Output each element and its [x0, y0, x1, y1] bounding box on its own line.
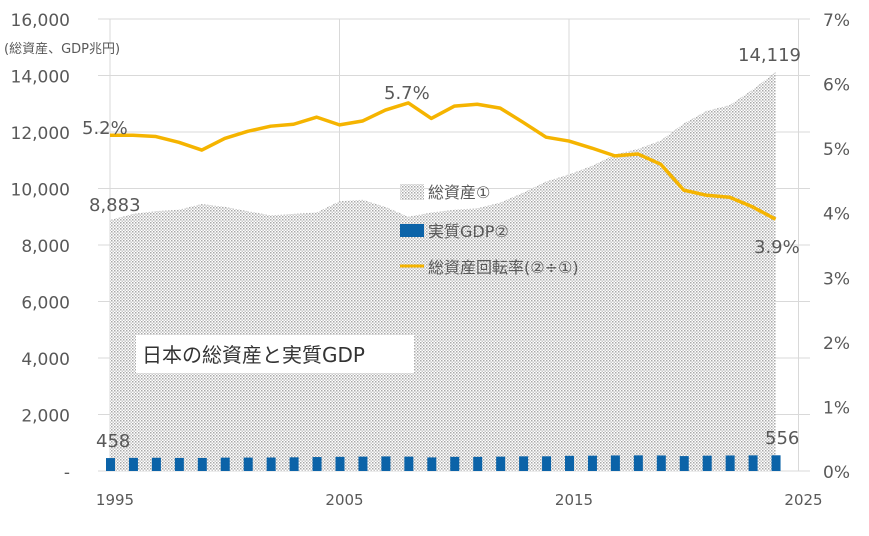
- y-left-tick: 8,000: [21, 237, 70, 257]
- legend-swatch-gdp: [400, 224, 424, 237]
- gdp-bar: [565, 455, 574, 471]
- ratio-last-label: 3.9%: [754, 237, 800, 258]
- y-left-label: (総資産、GDP兆円): [4, 41, 120, 57]
- gdp-bar: [358, 456, 368, 471]
- gdp-bar: [450, 456, 460, 471]
- y-left-tick: 14,000: [11, 68, 70, 88]
- legend-label: 総資産回転率(②÷①): [428, 258, 579, 277]
- y-right-tick: 5%: [823, 140, 850, 160]
- gdp-bar: [771, 455, 781, 471]
- gdp-bar: [679, 456, 689, 471]
- gdp-bar: [404, 456, 414, 471]
- gdp-last-label: 556: [765, 428, 799, 449]
- gdp-bar: [702, 455, 712, 471]
- y-right-tick: 1%: [823, 398, 850, 418]
- y-right-tick: 0%: [823, 463, 850, 483]
- y-left-tick: 6,000: [21, 294, 70, 314]
- y-right-tick: 7%: [823, 11, 850, 31]
- gdp-bar: [656, 455, 666, 471]
- legend-label: 総資産①: [428, 183, 490, 202]
- legend-swatch-asset: [400, 184, 424, 200]
- gdp-bar: [289, 457, 299, 471]
- gdp-bar: [266, 457, 276, 471]
- asset-first-label: 8,883: [89, 195, 141, 216]
- gdp-bar: [587, 455, 597, 471]
- gdp-bar: [197, 457, 207, 471]
- y-right-tick: 4%: [823, 205, 850, 225]
- x-tick: 1995: [96, 491, 134, 509]
- title-box: [136, 335, 414, 373]
- gdp-bar: [519, 456, 529, 471]
- x-tick: 2015: [555, 491, 593, 509]
- y-right-tick: 2%: [823, 334, 850, 354]
- asset-last-label: 14,119: [738, 45, 801, 66]
- gdp-bar: [312, 457, 322, 471]
- gdp-bar: [725, 455, 735, 471]
- y-left-tick: 16,000: [11, 11, 70, 31]
- chart-title: 日本の総資産と実質GDP: [142, 343, 365, 367]
- y-left-tick: -: [64, 463, 70, 483]
- gdp-bar: [128, 457, 138, 471]
- legend-label: 実質GDP②: [428, 222, 509, 241]
- y-left-tick: 4,000: [21, 350, 70, 370]
- y-left-tick: 10,000: [11, 181, 70, 201]
- gdp-bar: [243, 457, 253, 471]
- gdp-bar: [633, 455, 643, 471]
- gdp-bar: [220, 457, 230, 471]
- x-tick: 2025: [784, 491, 822, 509]
- gdp-bar: [174, 457, 184, 471]
- ratio-line: [110, 101, 777, 221]
- ratio-peak-label: 5.7%: [384, 83, 430, 104]
- gdp-bar: [427, 457, 437, 471]
- y-left-tick: 2,000: [21, 407, 70, 427]
- gdp-bar: [151, 457, 161, 471]
- gdp-bar: [106, 458, 115, 471]
- gdp-bar: [335, 456, 345, 471]
- y-right-tick: 6%: [823, 76, 850, 96]
- gdp-bar: [542, 456, 552, 471]
- y-left-tick: 12,000: [11, 124, 70, 144]
- gdp-bar: [473, 456, 483, 471]
- x-tick: 2005: [325, 491, 363, 509]
- ratio-first-label: 5.2%: [82, 118, 128, 139]
- y-right-tick: 3%: [823, 269, 850, 289]
- gdp-bar: [381, 456, 391, 471]
- gdp-bar: [748, 455, 758, 471]
- gdp-first-label: 458: [96, 431, 130, 452]
- gdp-bar: [496, 456, 506, 471]
- gdp-bar: [610, 455, 620, 471]
